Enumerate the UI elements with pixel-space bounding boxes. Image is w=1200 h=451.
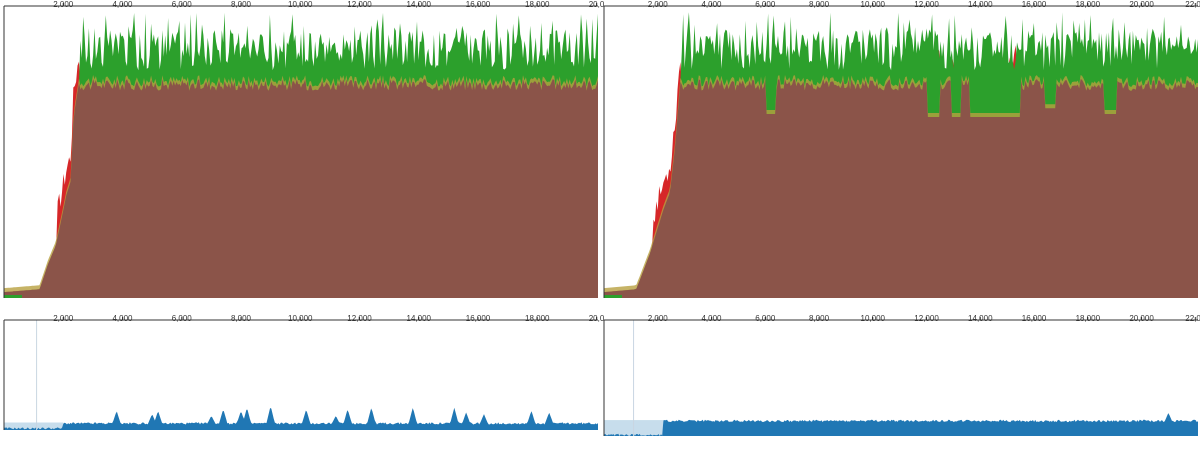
x-tick-label: 6,000 bbox=[172, 0, 193, 9]
early-activity-band bbox=[4, 422, 64, 430]
x-tick-label: 8,000 bbox=[231, 0, 252, 9]
x-tick-label: 18,000 bbox=[525, 314, 550, 323]
x-tick-label: 22,00 bbox=[1185, 0, 1200, 9]
x-tick-label: 14,000 bbox=[968, 314, 993, 323]
x-tick-label: 12,000 bbox=[347, 314, 372, 323]
x-tick-label: 4,000 bbox=[701, 0, 722, 9]
start-green-marker bbox=[4, 295, 22, 298]
x-tick-label: 2,000 bbox=[53, 0, 74, 9]
activity-area bbox=[604, 413, 1198, 436]
x-tick-label: 14,000 bbox=[968, 0, 993, 9]
core-series-area bbox=[604, 79, 1198, 298]
x-tick-label: 10,000 bbox=[288, 314, 313, 323]
top-left-chart: 2,000 4,000 6,000 8,000 10,000 12,000 14,000 16… bbox=[3, 0, 605, 298]
x-tick-label: 8,000 bbox=[231, 314, 252, 323]
x-tick-label: 6,000 bbox=[755, 314, 776, 323]
x-tick-label: 20,000 bbox=[1129, 314, 1154, 323]
x-tick-label: 10,000 bbox=[288, 0, 313, 9]
x-tick-label: 20,000 bbox=[1129, 0, 1154, 9]
x-tick-label: 2,000 bbox=[648, 314, 669, 323]
x-tick-label: 16,000 bbox=[466, 314, 491, 323]
x-tick-label: 18,000 bbox=[1076, 0, 1101, 9]
x-tick-label: 18,000 bbox=[1076, 314, 1101, 323]
x-tick-label: 12,000 bbox=[914, 314, 939, 323]
activity-area bbox=[4, 407, 598, 430]
x-tick-label: 12,000 bbox=[914, 0, 939, 9]
x-tick-label: 20,0 bbox=[589, 0, 605, 9]
x-tick-label: 4,000 bbox=[112, 314, 133, 323]
bottom-left-chart: 2,000 4,000 6,000 8,000 10,000 12,000 14,000 16… bbox=[3, 314, 605, 430]
x-tick-label: 12,000 bbox=[347, 0, 372, 9]
x-tick-label: 18,000 bbox=[525, 0, 550, 9]
x-tick-label: 2,000 bbox=[648, 0, 669, 9]
x-tick-label: 4,000 bbox=[112, 0, 133, 9]
x-tick-label: 4,000 bbox=[701, 314, 722, 323]
x-tick-label: 22,00 bbox=[1185, 314, 1200, 323]
core-series-area bbox=[4, 79, 598, 298]
x-tick-label: 2,000 bbox=[53, 314, 74, 323]
x-tick-label: 16,000 bbox=[1022, 314, 1047, 323]
bottom-right-chart: 2,000 4,000 6,000 8,000 10,000 12,000 14,000 16… bbox=[603, 314, 1200, 436]
x-tick-label: 14,000 bbox=[407, 314, 432, 323]
x-tick-label: 6,000 bbox=[755, 0, 776, 9]
x-tick-label: 8,000 bbox=[809, 314, 830, 323]
x-tick-label: 20,0 bbox=[589, 314, 605, 323]
x-tick-label: 10,000 bbox=[861, 314, 886, 323]
start-green-marker bbox=[604, 295, 622, 298]
x-tick-label: 10,000 bbox=[861, 0, 886, 9]
x-tick-label: 8,000 bbox=[809, 0, 830, 9]
x-tick-label: 16,000 bbox=[466, 0, 491, 9]
x-tick-label: 16,000 bbox=[1022, 0, 1047, 9]
x-tick-label: 6,000 bbox=[172, 314, 193, 323]
x-tick-label: 14,000 bbox=[407, 0, 432, 9]
top-right-chart: 2,000 4,000 6,000 8,000 10,000 12,000 14,000 16… bbox=[603, 0, 1200, 299]
